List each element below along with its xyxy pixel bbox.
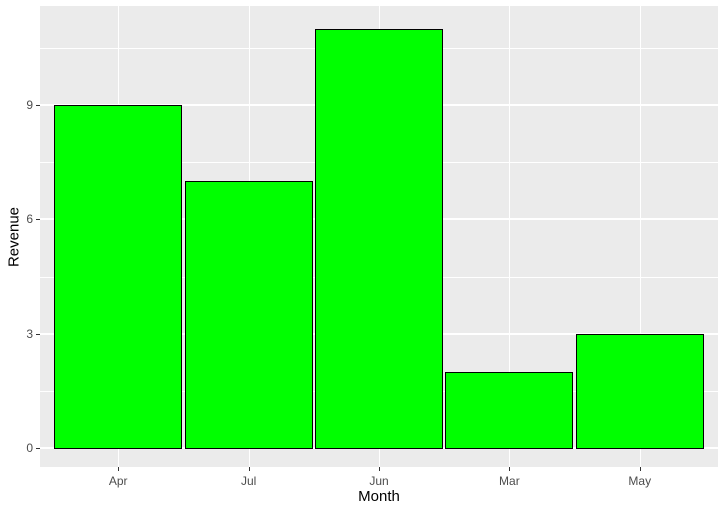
x-axis-tick-label: Mar xyxy=(499,474,520,488)
bar-jun xyxy=(315,28,443,449)
y-axis-tick-label: 6 xyxy=(26,212,33,227)
x-axis-tick xyxy=(509,467,511,471)
x-axis-tick xyxy=(248,467,250,471)
y-axis-tick xyxy=(36,333,40,335)
x-axis-title: Month xyxy=(358,488,400,505)
gridline-major-vertical xyxy=(509,6,511,467)
x-axis-tick xyxy=(118,467,120,471)
y-axis-tick xyxy=(36,105,40,106)
x-axis-tick-label: May xyxy=(628,474,652,488)
bar-mar xyxy=(445,371,574,449)
y-axis-tick xyxy=(36,448,40,449)
gridline-major-vertical xyxy=(639,6,641,467)
bar-jul xyxy=(184,181,313,449)
y-axis-tick-label: 0 xyxy=(26,441,33,455)
x-axis-tick xyxy=(379,467,380,471)
bar-may xyxy=(575,333,704,449)
bar-apr xyxy=(54,105,183,449)
plot-panel xyxy=(40,6,718,467)
y-axis-title: Revenue xyxy=(5,206,23,267)
y-axis-tick xyxy=(36,219,40,221)
y-axis-tick-label: 3 xyxy=(26,326,33,341)
x-axis-tick xyxy=(639,467,641,471)
x-axis-tick-label: Jun xyxy=(369,474,389,488)
x-axis-tick-label: Jul xyxy=(240,474,257,488)
x-axis-tick-label: Apr xyxy=(108,474,128,488)
y-axis-tick-label: 9 xyxy=(26,98,33,112)
